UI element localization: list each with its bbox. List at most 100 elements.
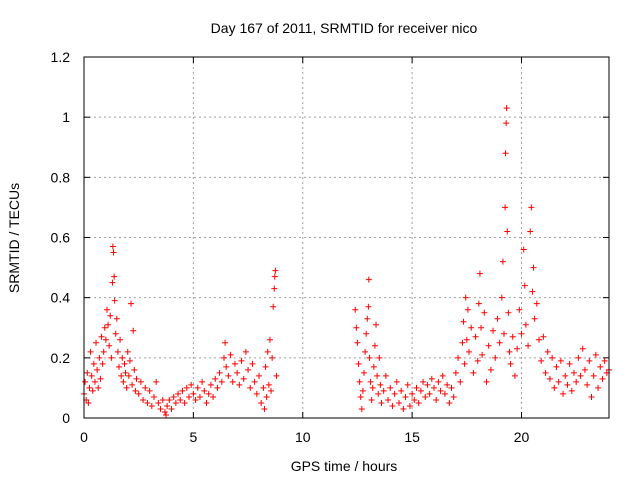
data-point — [111, 297, 118, 304]
data-point — [110, 249, 117, 256]
data-point — [261, 405, 268, 412]
data-point — [203, 399, 210, 406]
data-point — [105, 321, 112, 328]
data-point — [102, 336, 109, 343]
data-point — [128, 300, 135, 307]
data-point — [566, 360, 573, 367]
data-point — [478, 324, 485, 331]
data-point — [236, 381, 243, 388]
data-point — [97, 375, 104, 382]
data-point — [109, 279, 116, 286]
data-point — [87, 348, 94, 355]
data-point — [452, 369, 459, 376]
data-point — [359, 387, 366, 394]
data-point — [367, 378, 374, 385]
data-point — [562, 372, 569, 379]
data-point — [474, 357, 481, 364]
data-point — [263, 393, 270, 400]
data-point — [573, 378, 580, 385]
data-point — [122, 369, 129, 376]
data-point — [590, 372, 597, 379]
data-point — [444, 381, 451, 388]
data-point — [516, 306, 523, 313]
data-point — [461, 360, 468, 367]
data-point — [116, 363, 122, 370]
data-point — [82, 378, 89, 385]
data-point — [470, 369, 477, 376]
data-point — [201, 387, 208, 394]
data-point — [450, 393, 457, 400]
data-point — [575, 354, 582, 361]
data-point — [365, 276, 372, 283]
data-point — [529, 288, 536, 295]
data-point — [234, 369, 241, 376]
data-point — [192, 396, 199, 403]
data-point — [413, 384, 420, 391]
y-tick-label: 1.2 — [51, 49, 71, 65]
data-point — [371, 342, 378, 349]
data-point — [435, 378, 442, 385]
data-point — [363, 330, 370, 337]
data-point — [238, 357, 245, 364]
data-point — [175, 390, 182, 397]
data-point — [188, 381, 195, 388]
data-point — [490, 327, 497, 334]
data-point — [483, 378, 490, 385]
data-point — [249, 360, 256, 367]
data-point — [265, 381, 272, 388]
data-point — [168, 405, 175, 412]
data-point — [137, 378, 144, 385]
data-point — [496, 339, 503, 346]
data-point — [273, 372, 280, 379]
data-point — [194, 384, 201, 391]
x-tick-label: 10 — [295, 429, 311, 445]
data-point — [172, 399, 179, 406]
data-point — [375, 390, 382, 397]
x-tick-label: 15 — [404, 429, 420, 445]
data-point — [553, 363, 560, 370]
data-point — [476, 270, 483, 277]
data-point — [366, 354, 373, 361]
data-point — [95, 384, 102, 391]
data-point — [89, 387, 96, 394]
chart-title: Day 167 of 2011, SRMTID for receiver nic… — [211, 20, 478, 36]
data-point — [525, 342, 532, 349]
data-point — [96, 354, 103, 361]
data-point — [100, 348, 107, 355]
data-point — [481, 309, 488, 316]
data-point — [485, 342, 492, 349]
y-tick-label: 0.4 — [51, 290, 71, 306]
data-point — [464, 306, 471, 313]
data-point — [272, 267, 279, 274]
data-point — [505, 309, 512, 316]
data-point — [124, 348, 131, 355]
data-point — [356, 378, 363, 385]
data-point — [479, 351, 486, 358]
data-point — [540, 333, 547, 340]
data-point — [218, 378, 225, 385]
data-point — [431, 384, 437, 391]
data-point — [357, 393, 364, 400]
data-point — [164, 402, 171, 409]
data-point — [269, 354, 276, 361]
data-point — [377, 381, 384, 388]
data-point — [466, 348, 472, 355]
data-point — [157, 405, 164, 412]
x-tick-label: 5 — [189, 429, 197, 445]
data-point — [406, 402, 413, 409]
data-point — [88, 372, 95, 379]
ticks-layer: 0 0.2 0.4 0.6 0.8 1 1.2 0 5 10 15 20 — [51, 49, 609, 445]
data-point — [199, 378, 206, 385]
data-point — [579, 345, 586, 352]
data-point — [86, 384, 93, 391]
data-point — [358, 405, 365, 412]
data-point — [504, 228, 511, 235]
data-point — [460, 318, 467, 325]
y-tick-label: 1 — [62, 109, 70, 125]
data-point — [229, 378, 236, 385]
data-point — [129, 381, 136, 388]
data-point — [125, 372, 132, 379]
data-point — [369, 384, 376, 391]
data-point — [166, 396, 173, 403]
